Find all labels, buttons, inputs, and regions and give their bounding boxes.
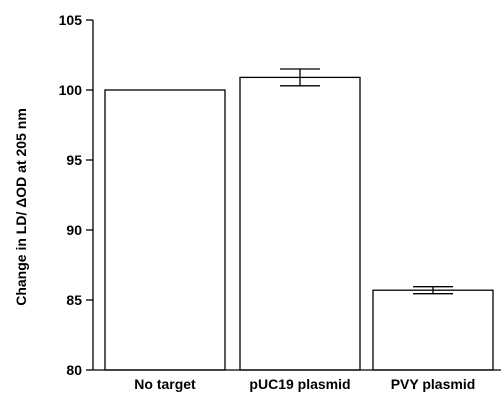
y-tick-label: 95	[66, 152, 82, 168]
bar	[372, 289, 494, 371]
y-tick-label: 100	[59, 82, 83, 98]
bar	[239, 76, 361, 371]
x-labels-layer: No target pUC19 plasmid PVY plasmid	[134, 376, 475, 392]
axes-layer	[92, 20, 501, 371]
bar	[104, 89, 226, 371]
error-bars-layer	[280, 68, 453, 295]
y-tick-label: 90	[66, 222, 82, 238]
error-bar	[413, 286, 453, 295]
y-tick-label: 105	[59, 12, 83, 28]
bars-layer	[104, 76, 494, 371]
x-category-label: PVY plasmid	[391, 376, 476, 392]
x-category-label: No target	[134, 376, 196, 392]
y-tick-label: 85	[66, 292, 82, 308]
error-bar	[280, 68, 320, 87]
y-axis-title: Change in LD/ ΔOD at 205 nm	[13, 108, 29, 306]
x-category-label: pUC19 plasmid	[249, 376, 350, 392]
y-ticks-layer: 80 85 90 95 100 105	[59, 12, 93, 378]
y-tick-label: 80	[66, 362, 82, 378]
